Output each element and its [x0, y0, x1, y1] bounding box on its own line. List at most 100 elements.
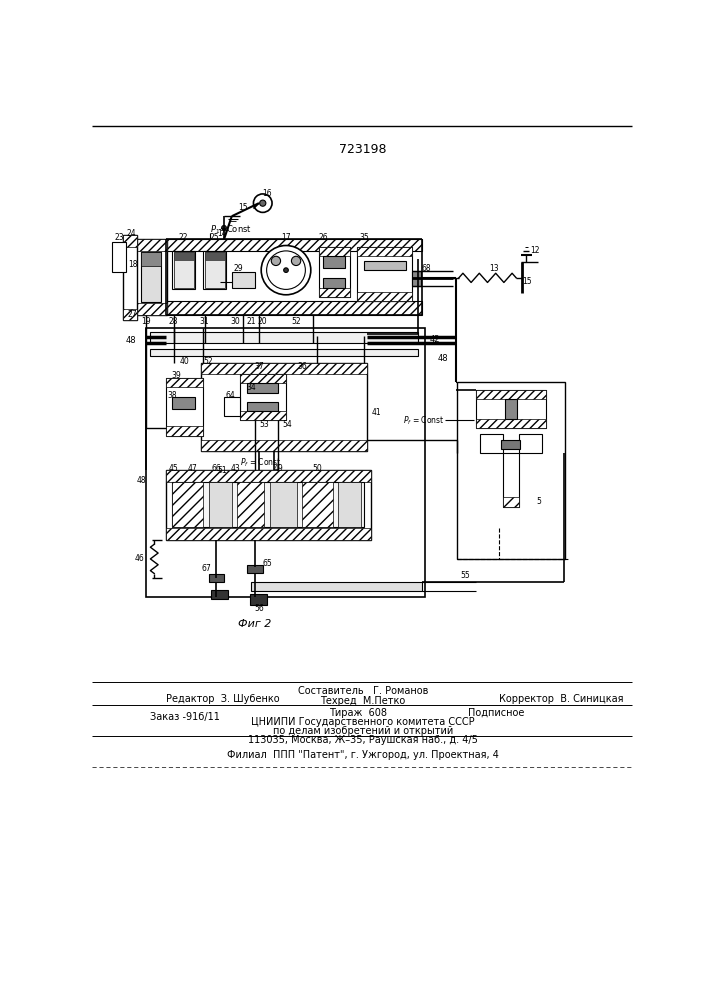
Text: ЦНИИПИ Государственного комитета СССР: ЦНИИПИ Государственного комитета СССР	[251, 717, 474, 727]
Circle shape	[284, 268, 288, 272]
Bar	[135, 239, 168, 315]
Text: Подписное: Подписное	[468, 708, 525, 718]
Bar	[151, 332, 418, 343]
Text: 55: 55	[460, 571, 470, 580]
Text: 20: 20	[258, 317, 267, 326]
Bar	[201, 363, 368, 374]
Text: 65: 65	[263, 559, 272, 568]
Text: 35: 35	[360, 233, 369, 242]
Text: 50: 50	[312, 464, 322, 473]
Text: $P_f$ = Const: $P_f$ = Const	[240, 456, 281, 469]
Text: 52: 52	[203, 357, 213, 366]
Text: 52: 52	[291, 317, 301, 326]
Bar	[151, 349, 418, 356]
Text: 42: 42	[429, 335, 440, 344]
Text: 41: 41	[371, 408, 381, 417]
Bar	[240, 374, 286, 383]
Bar	[270, 482, 297, 527]
Bar	[250, 594, 267, 605]
Text: 31: 31	[200, 317, 209, 326]
Text: 64: 64	[226, 391, 235, 400]
Bar	[319, 247, 349, 297]
Bar	[201, 363, 368, 451]
Text: 30: 30	[230, 317, 240, 326]
Bar	[457, 382, 565, 559]
Text: 14: 14	[217, 229, 226, 238]
Bar	[247, 565, 263, 573]
Text: 15: 15	[238, 203, 248, 212]
Bar	[123, 235, 137, 320]
Bar	[172, 251, 195, 289]
Bar	[166, 239, 421, 251]
Circle shape	[261, 246, 311, 295]
Bar	[201, 440, 368, 451]
Text: 13: 13	[489, 264, 498, 273]
Bar	[135, 303, 168, 315]
Circle shape	[267, 251, 305, 289]
Text: 113035, Москва, Ж–35, Раушская наб., д. 4/5: 113035, Москва, Ж–35, Раушская наб., д. …	[247, 735, 478, 745]
Text: 51: 51	[217, 466, 226, 475]
Bar	[166, 301, 421, 315]
Text: 29: 29	[234, 264, 243, 273]
Bar	[476, 389, 546, 428]
Text: $P_f$ = Const: $P_f$ = Const	[403, 414, 445, 427]
Text: 37: 37	[254, 362, 264, 371]
Text: 27: 27	[128, 310, 137, 319]
Circle shape	[222, 225, 226, 230]
Bar	[174, 252, 194, 260]
Text: 12: 12	[530, 246, 539, 255]
Text: 54: 54	[282, 420, 292, 429]
Bar	[476, 419, 546, 428]
Bar	[123, 235, 137, 247]
Text: 25: 25	[210, 233, 219, 242]
Bar	[480, 434, 503, 453]
Bar	[166, 470, 371, 540]
Circle shape	[291, 256, 300, 266]
Text: 36: 36	[298, 362, 308, 371]
Text: 34: 34	[246, 383, 256, 392]
Text: 39: 39	[171, 371, 181, 380]
Text: Техред  М.Петко: Техред М.Петко	[320, 696, 405, 706]
Bar	[141, 252, 161, 302]
Bar	[112, 242, 126, 272]
Text: 67: 67	[201, 564, 211, 573]
Bar	[303, 482, 333, 527]
Text: Фиг 2: Фиг 2	[238, 619, 271, 629]
Bar	[319, 247, 349, 256]
Text: 40: 40	[180, 357, 189, 366]
Bar	[172, 482, 364, 527]
Circle shape	[253, 194, 272, 212]
Text: 38: 38	[168, 391, 177, 400]
Text: 723198: 723198	[339, 143, 387, 156]
Text: 18: 18	[128, 260, 137, 269]
Bar	[166, 470, 371, 482]
Bar	[209, 574, 224, 582]
Circle shape	[271, 256, 281, 266]
Bar	[247, 383, 279, 393]
Bar	[338, 482, 361, 527]
Text: Тираж  608: Тираж 608	[329, 708, 387, 718]
Bar	[251, 582, 421, 591]
Text: Заказ -91б/11: Заказ -91б/11	[151, 712, 221, 722]
Bar	[237, 482, 264, 527]
Text: 48: 48	[126, 336, 136, 345]
Text: 47: 47	[188, 464, 198, 473]
Text: Редактор  З. Шубенко: Редактор З. Шубенко	[166, 694, 279, 704]
Text: 66: 66	[211, 464, 221, 473]
Text: 28: 28	[169, 317, 178, 326]
Text: 56: 56	[254, 604, 264, 613]
Text: 23: 23	[115, 233, 124, 242]
Bar	[174, 252, 194, 288]
Text: 22: 22	[179, 233, 189, 242]
Bar	[204, 252, 225, 288]
Bar	[363, 261, 406, 270]
Circle shape	[259, 200, 266, 206]
Bar	[501, 440, 520, 449]
Text: 24: 24	[127, 229, 136, 238]
Bar	[204, 252, 225, 260]
Text: 5: 5	[537, 497, 541, 506]
Bar	[503, 453, 518, 507]
Bar	[172, 482, 203, 527]
Bar	[357, 247, 411, 301]
Text: 19: 19	[141, 317, 151, 326]
